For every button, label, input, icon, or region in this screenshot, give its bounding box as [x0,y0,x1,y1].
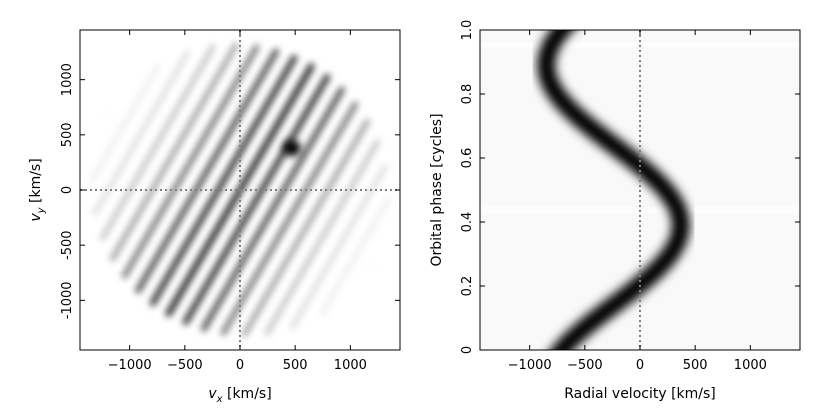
tomogram-y-axis-label: vy [km/s] [28,158,47,221]
tomogram-stripe [92,50,191,216]
tomogram-stripe [99,44,216,241]
tomogram-stripe [149,54,298,307]
tomogram-stripe [182,73,331,326]
spectrum-y-tick-label: 0.4 [460,212,475,233]
spectrum-x-ticks: −1000 −500 0 500 1000 [508,30,767,373]
spectrum-x-tick-label: 0 [636,358,644,373]
spectrum-x-axis-label: Radial velocity [km/s] [564,386,716,402]
tomogram-stripe [121,44,260,279]
tomogram-stripe [200,86,346,332]
tomogram-stripe [241,118,371,338]
tomogram-x-axis-label: vx [km/s] [208,386,271,405]
tomogram-x-ticks: −1000 −500 0 500 1000 [108,30,367,373]
tomogram-stripe [319,196,391,317]
tomogram-y-tick-label: -1000 [60,281,75,319]
tomogram-panel: −1000 −500 0 500 1000 -1000 -500 0 500 1000 vx [… [28,29,401,405]
trailed-spectrum-panel: −1000 −500 0 500 1000 0 0.2 0.4 0.6 0.8 1.0 Radia… [429,20,801,402]
spectrum-y-axis-label: Orbital phase [cycles] [429,113,445,266]
tomogram-y-tick-label: 0 [60,186,75,194]
tomogram-stripe [220,101,359,336]
tomogram-y-tick-label: -500 [60,230,75,260]
spectrum-y-tick-label: 0.6 [460,148,475,169]
spectrum-y-tick-label: 0.8 [460,84,475,105]
tomogram-stripes [89,42,391,338]
s-wave-trace [537,30,690,350]
tomogram-x-tick-label: −1000 [108,358,152,373]
tomogram-frame [79,29,401,351]
tomogram-x-tick-label: 0 [236,358,244,373]
tomogram-y-tick-label: 500 [60,122,75,147]
tomogram-stripe [264,139,381,336]
spectrum-y-tick-label: 0 [460,346,475,354]
tomogram-spot [282,140,301,157]
tomogram-x-tick-label: 500 [283,358,308,373]
spectrum-frame [479,29,801,351]
tomogram-y-ticks: -1000 -500 0 500 1000 [60,63,400,319]
tomogram-stripe [134,48,280,294]
tomogram-stripe [289,164,388,330]
tomogram-stripe [109,42,239,262]
spectrum-y-ticks: 0 0.2 0.4 0.6 0.8 1.0 [460,20,800,354]
tomogram-y-tick-label: 1000 [60,63,75,96]
spectrum-x-tick-label: 1000 [734,358,767,373]
spectrum-x-tick-label: −500 [567,358,603,373]
spectrum-x-tick-label: 500 [683,358,708,373]
tomogram-stripe [89,63,161,184]
tomogram-x-tick-label: −500 [167,358,203,373]
tomogram-x-tick-label: 1000 [334,358,367,373]
spectrum-x-tick-label: −1000 [508,358,552,373]
spectrum-y-tick-label: 0.2 [460,276,475,297]
spectrum-y-tick-label: 1.0 [460,20,475,41]
